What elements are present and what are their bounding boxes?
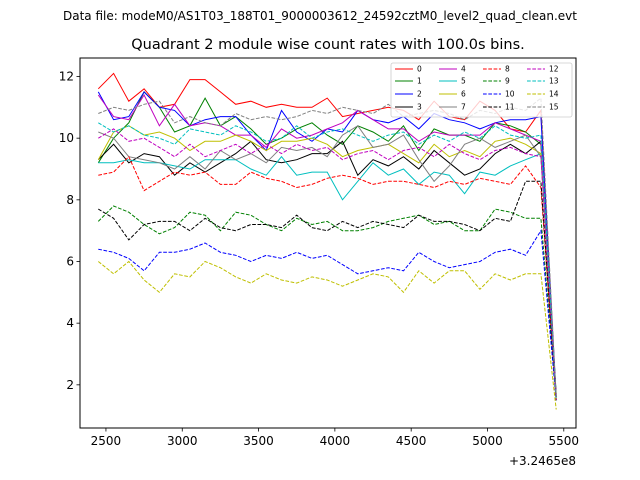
- y-tick-label: 4: [66, 316, 74, 330]
- y-tick-label: 6: [66, 255, 74, 269]
- y-tick-label: 8: [66, 193, 74, 207]
- series-line-5: [98, 152, 557, 401]
- series-line-3: [97, 140, 557, 398]
- series-line-10: [98, 229, 557, 401]
- series-line-13: [98, 122, 557, 401]
- x-tick-label: 2500: [91, 434, 122, 448]
- legend-label-6: 6: [461, 90, 466, 99]
- y-axis: 2 4 6 8 10 12: [59, 70, 80, 392]
- y-tick-label: 10: [59, 131, 74, 145]
- x-tick-label: 5500: [549, 434, 580, 448]
- y-tick-label: 12: [59, 70, 74, 84]
- legend-label-10: 10: [505, 90, 515, 99]
- legend-label-14: 14: [549, 90, 559, 99]
- plot-frame: [79, 57, 577, 429]
- legend-label-13: 13: [549, 77, 559, 86]
- x-tick-label: 4000: [320, 434, 351, 448]
- series-line-6: [97, 125, 557, 401]
- x-tick-label: 5000: [472, 434, 503, 448]
- x-tick-label: 3500: [243, 434, 274, 448]
- legend-label-2: 2: [417, 90, 422, 99]
- series-line-1: [97, 91, 557, 395]
- series-line-8: [98, 155, 557, 401]
- legend-label-5: 5: [461, 77, 466, 86]
- y-tick-label: 2: [66, 378, 74, 392]
- suptitle: Data file: modeM0/AS1T03_188T01_90000036…: [63, 9, 577, 23]
- legend-label-7: 7: [461, 103, 466, 112]
- legend-label-11: 11: [505, 103, 515, 112]
- legend-frame: [390, 62, 573, 118]
- legend-label-4: 4: [461, 65, 466, 74]
- legend-label-0: 0: [417, 65, 422, 74]
- legend-label-15: 15: [549, 103, 559, 112]
- legend-label-12: 12: [549, 65, 559, 74]
- legend-label-3: 3: [417, 103, 422, 112]
- series-line-4: [97, 93, 557, 398]
- legend-label-8: 8: [505, 65, 510, 74]
- series-line-14: [97, 260, 557, 410]
- series-line-9: [97, 205, 557, 398]
- x-axis: 2500 3000 3500 4000 4500 5000 5500: [91, 428, 579, 448]
- chart-title: Quadrant 2 module wise count rates with …: [131, 37, 525, 53]
- series-layer: [97, 72, 557, 410]
- legend-label-9: 9: [505, 77, 510, 86]
- x-tick-label: 3000: [167, 434, 198, 448]
- x-offset-label: +3.2465e8: [509, 454, 576, 468]
- series-line-11: [98, 180, 557, 401]
- x-tick-label: 4500: [396, 434, 427, 448]
- legend-label-1: 1: [417, 77, 422, 86]
